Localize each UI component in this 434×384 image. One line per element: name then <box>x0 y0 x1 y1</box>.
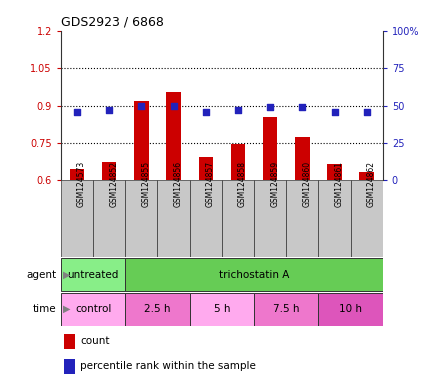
Bar <box>64 359 75 374</box>
Text: 10 h: 10 h <box>339 304 361 314</box>
Bar <box>125 293 189 326</box>
Point <box>73 109 80 115</box>
Bar <box>189 180 221 257</box>
Bar <box>253 293 318 326</box>
Text: 7.5 h: 7.5 h <box>273 304 299 314</box>
Bar <box>286 180 318 257</box>
Text: GSM124861: GSM124861 <box>334 161 343 207</box>
Bar <box>125 258 382 291</box>
Point <box>298 104 305 110</box>
Bar <box>350 180 382 257</box>
Text: 5 h: 5 h <box>213 304 230 314</box>
Text: percentile rank within the sample: percentile rank within the sample <box>80 361 256 371</box>
Bar <box>262 117 277 330</box>
Bar <box>157 180 189 257</box>
Bar <box>318 180 350 257</box>
Bar <box>318 293 382 326</box>
Bar <box>125 180 157 257</box>
Bar <box>198 157 213 330</box>
Text: ▶: ▶ <box>63 304 70 314</box>
Text: GSM124860: GSM124860 <box>302 161 311 207</box>
Text: GSM124852: GSM124852 <box>109 161 118 207</box>
Bar <box>253 180 286 257</box>
Text: count: count <box>80 336 109 346</box>
Text: time: time <box>33 304 56 314</box>
Bar <box>61 180 93 257</box>
Bar <box>69 169 84 330</box>
Text: untreated: untreated <box>67 270 118 280</box>
Bar <box>230 144 245 330</box>
Point <box>362 109 369 115</box>
Text: GSM124857: GSM124857 <box>205 161 214 207</box>
Bar <box>93 180 125 257</box>
Bar <box>64 334 75 349</box>
Text: GSM124858: GSM124858 <box>237 161 247 207</box>
Bar <box>134 101 148 330</box>
Point <box>170 103 177 109</box>
Bar <box>189 293 253 326</box>
Point <box>105 107 112 113</box>
Point <box>330 109 337 115</box>
Text: control: control <box>75 304 111 314</box>
Bar <box>61 293 125 326</box>
Text: GSM124573: GSM124573 <box>77 161 86 207</box>
Bar <box>221 180 253 257</box>
Bar <box>102 162 116 330</box>
Text: GSM124859: GSM124859 <box>270 161 279 207</box>
Text: ▶: ▶ <box>63 270 70 280</box>
Point <box>138 103 145 109</box>
Text: agent: agent <box>26 270 56 280</box>
Point <box>202 109 209 115</box>
Text: GSM124855: GSM124855 <box>141 161 150 207</box>
Bar <box>61 258 125 291</box>
Bar <box>294 137 309 330</box>
Bar <box>326 164 341 330</box>
Text: GSM124856: GSM124856 <box>173 161 182 207</box>
Text: GSM124862: GSM124862 <box>366 161 375 207</box>
Bar <box>358 172 373 330</box>
Point <box>266 104 273 110</box>
Point <box>234 107 241 113</box>
Text: GDS2923 / 6868: GDS2923 / 6868 <box>61 15 163 28</box>
Bar <box>166 92 181 330</box>
Text: 2.5 h: 2.5 h <box>144 304 170 314</box>
Text: trichostatin A: trichostatin A <box>218 270 289 280</box>
